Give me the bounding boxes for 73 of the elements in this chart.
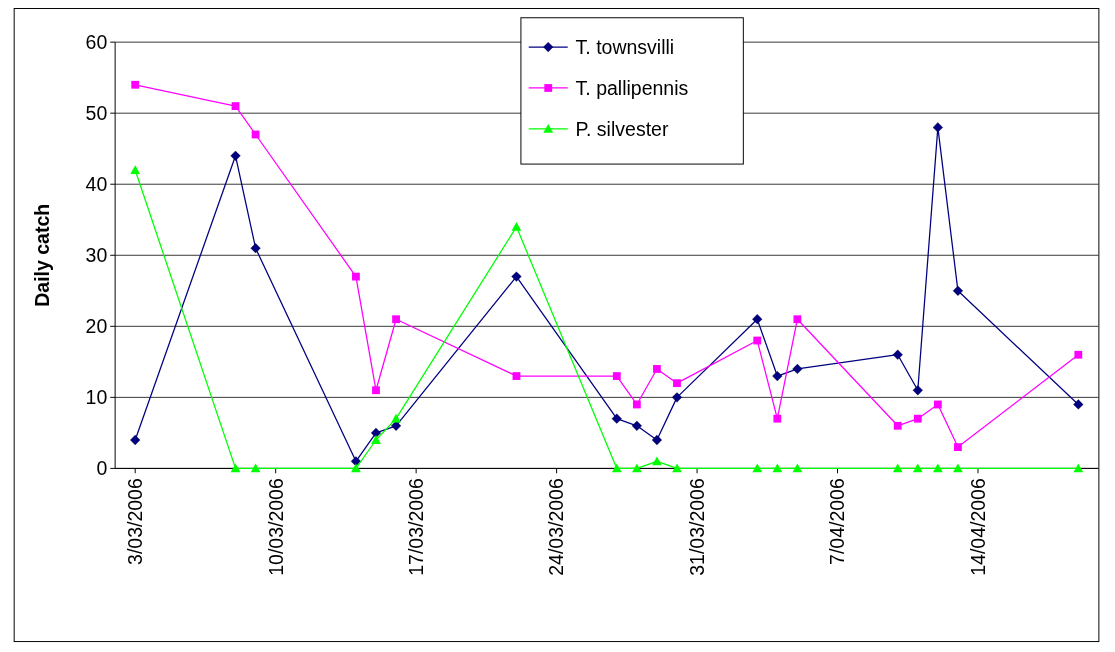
point [954,443,962,452]
point [792,463,803,473]
point [893,421,902,430]
point [350,456,361,467]
point [392,315,400,324]
point [953,463,963,473]
x-tick-label: 17/03/2006 [404,478,427,576]
point [130,165,141,174]
point [892,463,903,473]
point [130,434,141,446]
point [611,463,622,473]
point [1073,463,1084,473]
x-tick-label: 31/03/2006 [685,478,708,576]
point [752,314,763,325]
y-axis-title: Daily catch [30,203,53,307]
point [792,363,803,374]
point [671,392,683,403]
point [932,122,943,133]
x-tick-label: 24/03/2006 [545,478,568,576]
point [1073,399,1084,410]
point [511,271,522,282]
point [652,456,662,466]
point [653,365,661,373]
y-tick-label: 30 [85,244,108,267]
point [631,463,642,473]
point [131,80,140,89]
point [391,413,401,423]
point [772,463,783,473]
point [912,385,923,396]
point [933,400,942,409]
point [231,102,240,110]
point [371,435,381,444]
y-tick-label: 10 [85,386,108,409]
point [913,414,922,423]
y-tick-label: 40 [85,173,108,196]
y-tick-label: 0 [96,457,108,480]
point [612,372,621,380]
legend-label: T. pallipennis [575,76,689,99]
point [912,463,923,473]
point [793,315,802,324]
x-tick-label: 3/03/2006 [124,478,147,565]
point [632,400,641,409]
point [752,463,763,473]
x-tick-label: 7/04/2006 [826,478,849,565]
point [370,427,382,438]
point [952,285,963,296]
y-tick-label: 20 [85,315,108,338]
point [651,434,662,446]
point [250,463,261,473]
point [773,414,782,423]
point [230,150,241,161]
point [772,371,783,382]
point [672,463,682,473]
x-tick-label: 10/03/2006 [264,478,287,576]
point [351,463,361,473]
point [611,413,622,424]
point [372,386,380,395]
point [512,372,521,380]
point [932,463,943,473]
y-tick-label: 60 [85,30,108,53]
point [673,379,681,388]
point [352,272,360,281]
point [1074,350,1083,359]
point [892,349,903,360]
x-tick-label: 14/04/2006 [966,478,989,576]
point [230,463,241,473]
legend-label: P. silvester [575,117,669,140]
point [250,243,261,254]
point [511,221,522,231]
y-tick-label: 50 [85,102,108,125]
legend-label: T. townsvilli [575,35,675,58]
point [631,420,642,431]
point [753,336,762,345]
